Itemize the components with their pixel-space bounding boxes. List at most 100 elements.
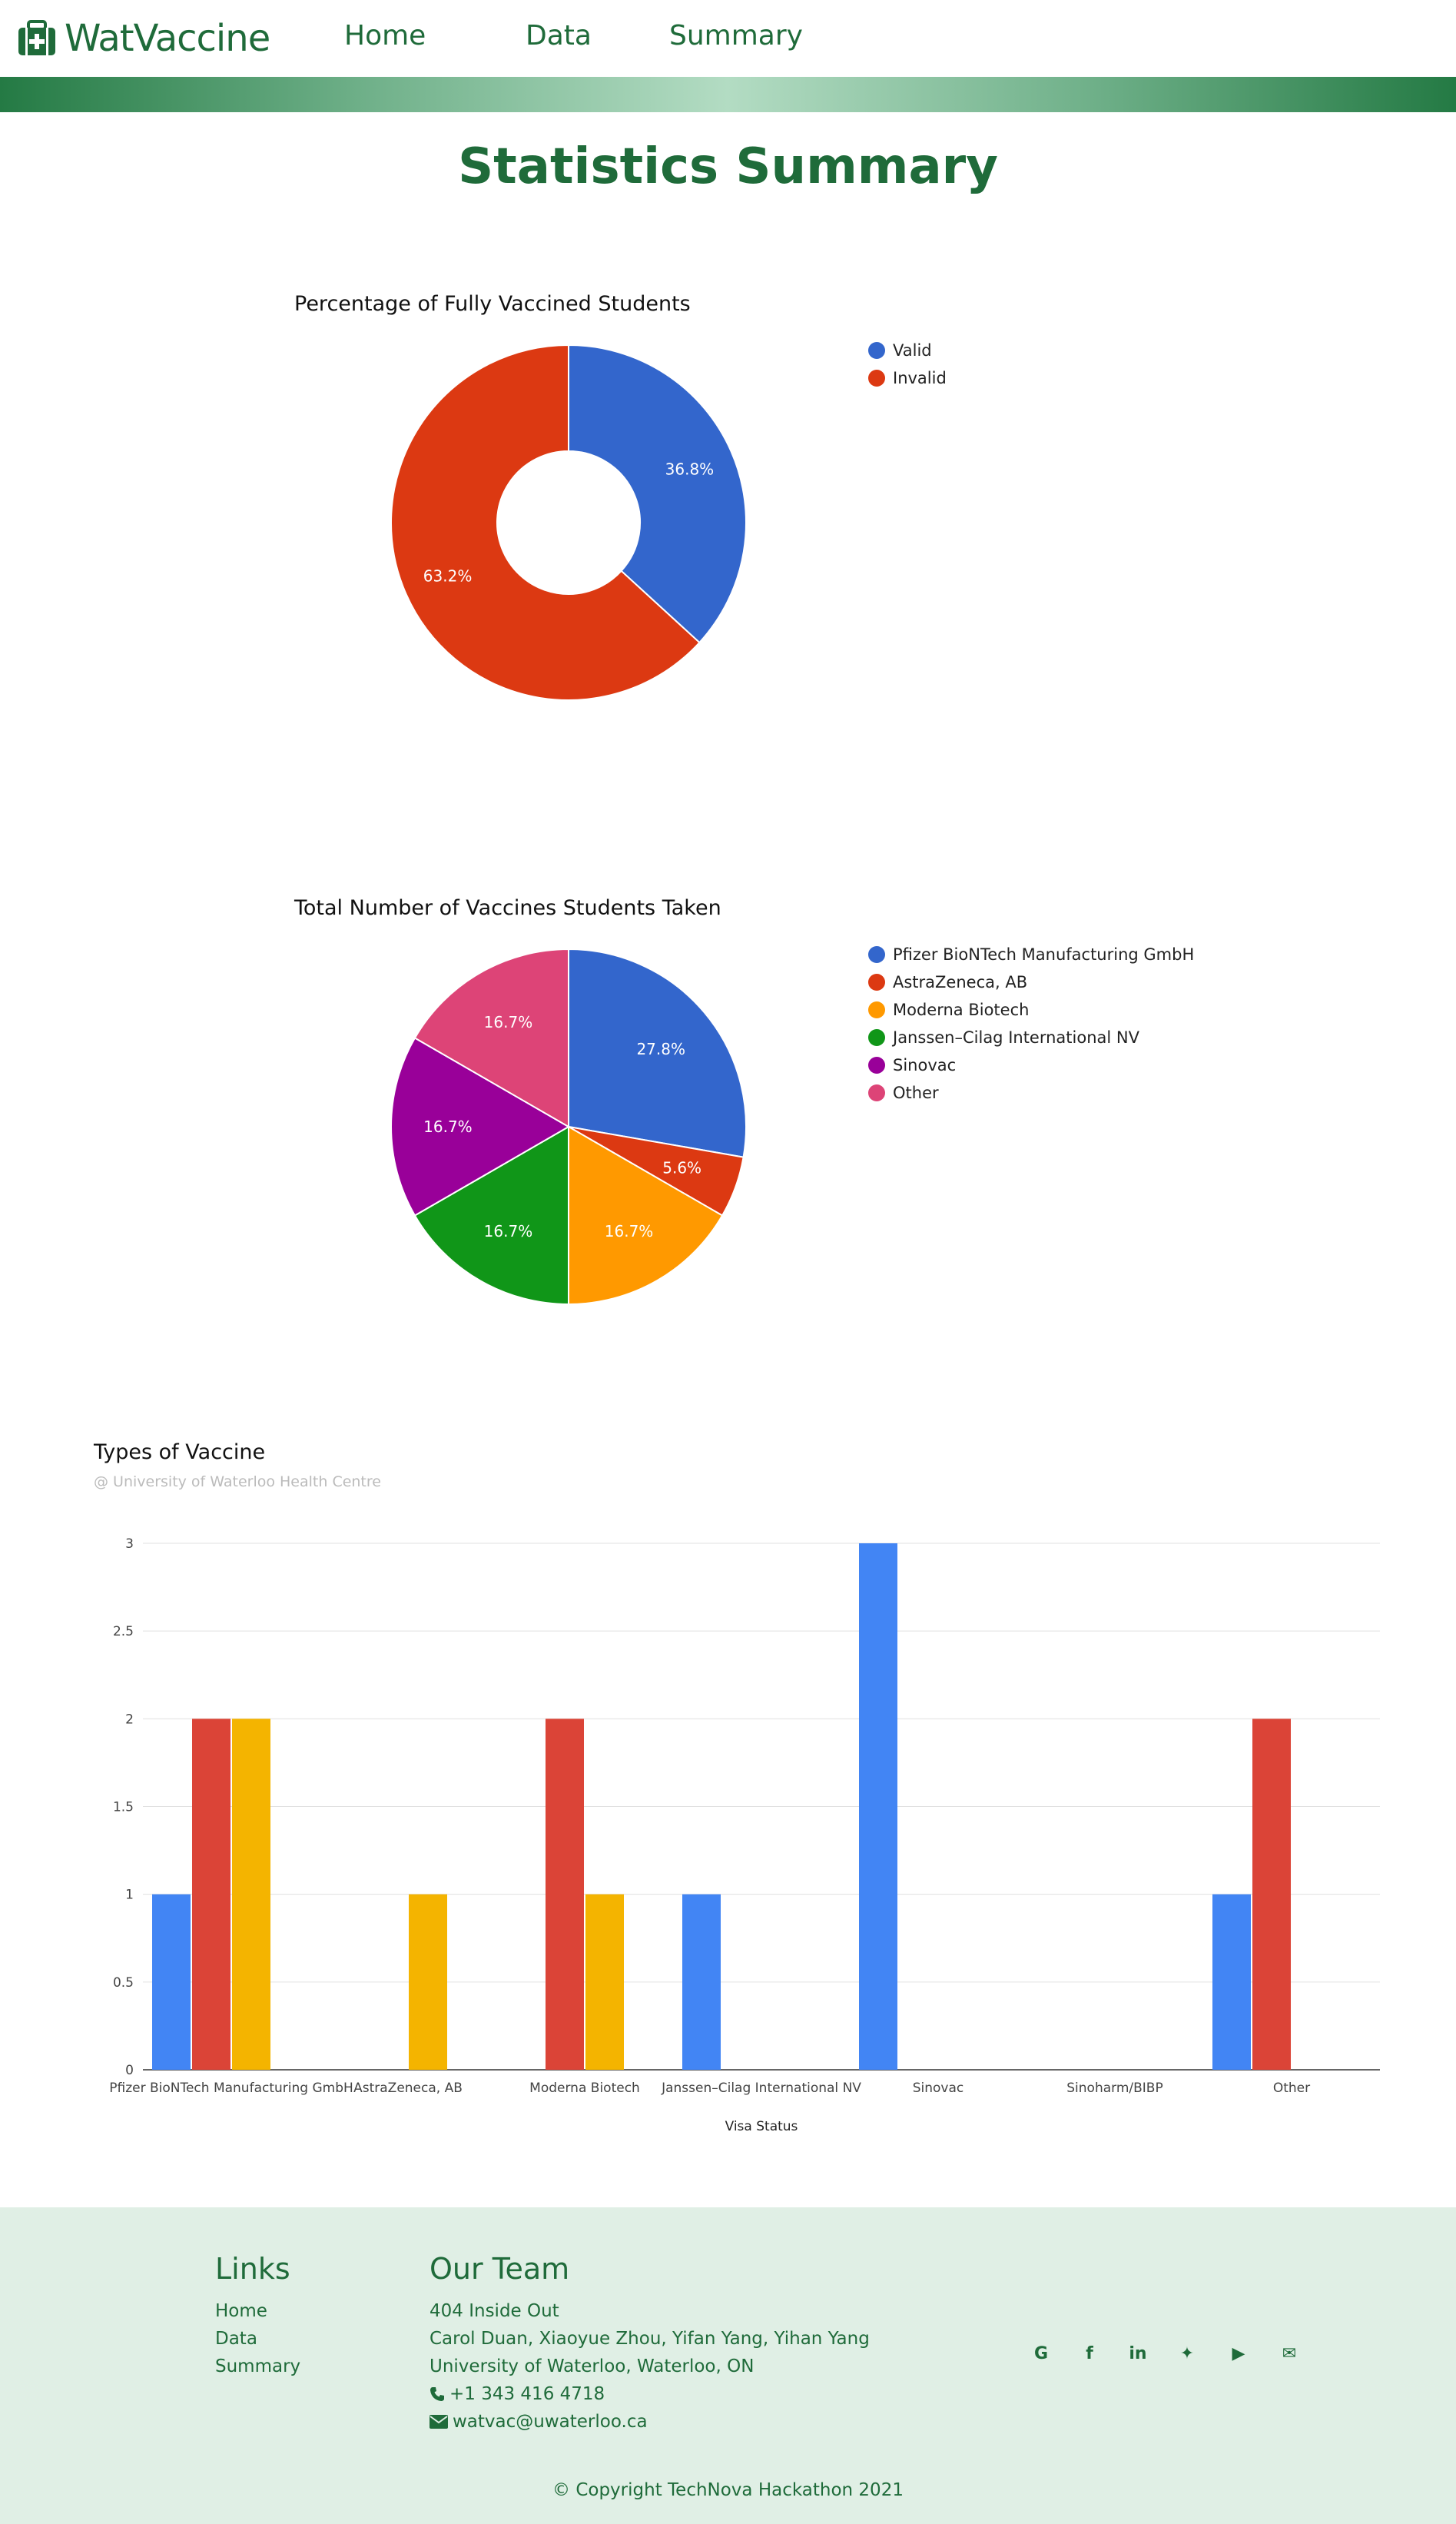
- footer-team-name: 404 Inside Out: [430, 2301, 559, 2321]
- bar-ytick-label-0: 0: [125, 2063, 134, 2078]
- pie-legend-label-2: Moderna Biotech: [893, 1001, 1030, 1019]
- social-facebook-icon[interactable]: f: [1086, 2343, 1093, 2363]
- pie-legend-swatch-5: [868, 1084, 885, 1101]
- pie-legend-swatch-1: [868, 974, 885, 991]
- brand-logo[interactable]: WatVaccine: [17, 17, 270, 60]
- chart-title-fully-vaccinated: Percentage of Fully Vaccined Students: [294, 292, 691, 316]
- bar-ytick-label-5: 2.5: [113, 1624, 134, 1639]
- donut-legend-label-1: Invalid: [893, 369, 947, 387]
- pie-legend-swatch-2: [868, 1001, 885, 1018]
- social-email-icon[interactable]: ✉: [1282, 2343, 1297, 2363]
- pie-legend-label-3: Janssen–Cilag International NV: [893, 1028, 1139, 1047]
- donut-legend-swatch-1: [868, 370, 885, 387]
- bar-xtick-label-5: Sinoharm/BIBP: [1066, 2081, 1162, 2096]
- envelope-icon: [430, 2415, 448, 2429]
- bar-2-series-1[interactable]: [546, 1719, 584, 2070]
- pie-slice-0[interactable]: [568, 948, 747, 1158]
- pie-slice-label-2: 16.7%: [605, 1222, 654, 1240]
- header-banner: [0, 77, 1456, 112]
- pie-legend-label-5: Other: [893, 1084, 939, 1102]
- pie-legend-swatch-3: [868, 1029, 885, 1046]
- social-linkedin-icon[interactable]: in: [1129, 2343, 1147, 2363]
- social-twitter-icon[interactable]: ✦: [1179, 2343, 1195, 2363]
- footer-phone-number: +1 343 416 4718: [449, 2384, 605, 2404]
- site-footer: [0, 2207, 1456, 2524]
- pie-slice-4[interactable]: [390, 1037, 571, 1217]
- pie-legend-item-1[interactable]: AstraZeneca, AB: [868, 968, 1194, 996]
- donut-legend-item-1[interactable]: Invalid: [868, 364, 947, 392]
- footer-team-members: Carol Duan, Xiaoyue Zhou, Yifan Yang, Yi…: [430, 2329, 870, 2349]
- bar-xtick-label-0: Pfizer BioNTech Manufacturing GmbH: [109, 2081, 353, 2096]
- chart-subtitle-types-of-vaccine: @ University of Waterloo Health Centre: [94, 1473, 381, 1490]
- phone-icon: [430, 2387, 444, 2401]
- bar-xtick-label-2: Moderna Biotech: [529, 2081, 640, 2096]
- site-header: WatVaccine Home Data Summary: [0, 0, 1456, 77]
- pie-legend-item-5[interactable]: Other: [868, 1079, 1194, 1107]
- bar-xaxis-title: Visa Status: [725, 2119, 798, 2134]
- donut-legend-swatch-0: [868, 342, 885, 359]
- bar-2-series-2[interactable]: [585, 1894, 624, 2070]
- bar-ytick-label-4: 2: [125, 1712, 134, 1727]
- pie-legend-label-1: AstraZeneca, AB: [893, 973, 1028, 991]
- chart-title-types-of-vaccine: Types of Vaccine: [94, 1440, 266, 1464]
- donut-legend: Valid Invalid: [868, 337, 947, 392]
- pie-slice-label-3: 16.7%: [484, 1222, 533, 1240]
- footer-team-heading: Our Team: [430, 2252, 570, 2286]
- bar-xtick-label-3: Janssen–Cilag International NV: [661, 2081, 861, 2096]
- social-google-icon[interactable]: G: [1033, 2343, 1049, 2363]
- pie-slice-5[interactable]: [413, 948, 569, 1128]
- chart-title-vaccines-taken: Total Number of Vaccines Students Taken: [294, 896, 721, 920]
- footer-phone[interactable]: +1 343 416 4718: [430, 2384, 605, 2404]
- pie-chart-vaccines-taken: 27.8% 5.6% 16.7% 16.7% 16.7% 16.7%: [390, 948, 747, 1306]
- pie-legend: Pfizer BioNTech Manufacturing GmbH AstraZ…: [868, 941, 1194, 1107]
- page-title: Statistics Summary: [458, 138, 998, 195]
- footer-email-address: watvac@uwaterloo.ca: [453, 2412, 648, 2432]
- donut-slice-0[interactable]: [568, 344, 747, 644]
- donut-legend-item-0[interactable]: Valid: [868, 337, 947, 364]
- pie-slice-label-5: 16.7%: [484, 1013, 533, 1031]
- bar-4-series-0[interactable]: [859, 1543, 897, 2070]
- pie-legend-item-4[interactable]: Sinovac: [868, 1051, 1194, 1079]
- footer-team-location: University of Waterloo, Waterloo, ON: [430, 2356, 755, 2376]
- bar-ytick-label-1: 0.5: [113, 1975, 134, 1991]
- footer-email[interactable]: watvac@uwaterloo.ca: [430, 2412, 648, 2432]
- bar-3-series-0[interactable]: [682, 1894, 721, 2070]
- pie-slice-2[interactable]: [568, 1125, 724, 1306]
- pie-slice-3[interactable]: [413, 1125, 569, 1306]
- pie-slice-label-1: 5.6%: [662, 1159, 701, 1177]
- nav-link-home[interactable]: Home: [344, 20, 426, 51]
- footer-links-heading: Links: [215, 2252, 290, 2286]
- donut-chart-fully-vaccinated: 36.8% 63.2%: [390, 344, 747, 701]
- bar-1-series-2[interactable]: [409, 1894, 447, 2070]
- pie-legend-item-2[interactable]: Moderna Biotech: [868, 996, 1194, 1024]
- first-aid-kit-icon: [18, 20, 55, 55]
- bar-0-series-0[interactable]: [152, 1894, 191, 2070]
- bar-xtick-label-1: AstraZeneca, AB: [353, 2081, 463, 2096]
- pie-slice-label-0: 27.8%: [636, 1040, 685, 1058]
- donut-slice-1[interactable]: [390, 344, 701, 701]
- bar-ytick-label-3: 1.5: [113, 1800, 134, 1815]
- footer-link-summary[interactable]: Summary: [215, 2356, 301, 2376]
- bar-chart-types-of-vaccine: 0 0.5 1 1.5 2 2.5 3 Pfizer BioNTech Manufacturi…: [109, 1536, 1380, 2134]
- bar-xtick-label-6: Other: [1273, 2081, 1310, 2096]
- pie-legend-item-0[interactable]: Pfizer BioNTech Manufacturing GmbH: [868, 941, 1194, 968]
- brand-name: WatVaccine: [65, 17, 270, 60]
- footer-link-data[interactable]: Data: [215, 2329, 257, 2349]
- donut-slice-label-1: 63.2%: [423, 566, 473, 585]
- bar-6-series-0[interactable]: [1212, 1894, 1251, 2070]
- copyright: © Copyright TechNova Hackathon 2021: [552, 2480, 904, 2500]
- nav-link-summary[interactable]: Summary: [669, 20, 803, 51]
- donut-slice-label-0: 36.8%: [665, 460, 715, 479]
- bar-6-series-1[interactable]: [1252, 1719, 1291, 2070]
- pie-legend-swatch-4: [868, 1057, 885, 1074]
- nav-link-data[interactable]: Data: [526, 20, 592, 51]
- donut-legend-label-0: Valid: [893, 341, 932, 360]
- pie-legend-label-4: Sinovac: [893, 1056, 957, 1074]
- social-youtube-icon[interactable]: ▶: [1232, 2343, 1245, 2363]
- pie-legend-item-3[interactable]: Janssen–Cilag International NV: [868, 1024, 1194, 1051]
- pie-slice-label-4: 16.7%: [423, 1118, 473, 1136]
- footer-link-home[interactable]: Home: [215, 2301, 267, 2321]
- bar-0-series-1[interactable]: [192, 1719, 231, 2070]
- bar-0-series-2[interactable]: [232, 1719, 270, 2070]
- bar-ytick-label-2: 1: [125, 1888, 134, 1903]
